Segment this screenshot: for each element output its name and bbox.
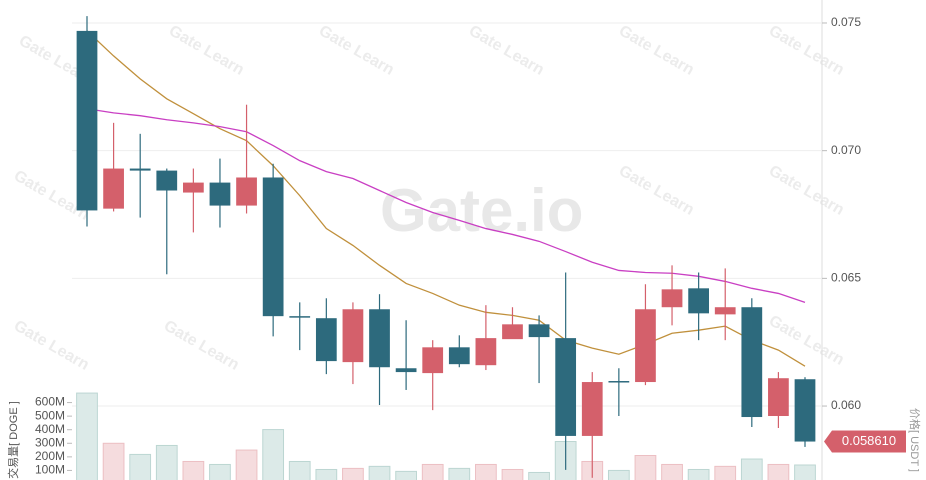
volume-bar (687, 468, 710, 480)
volume-bar (714, 465, 737, 480)
y-tick-label: 0.075 (831, 15, 861, 29)
volume-tick-label: 200M (35, 449, 65, 463)
candle-body (555, 338, 577, 436)
watermark: Gate Learn (766, 22, 847, 79)
candle-body (528, 324, 550, 338)
moving-average-line (86, 30, 806, 367)
candle-body (581, 382, 603, 436)
candle-body (502, 324, 523, 340)
volume-bar (155, 444, 178, 480)
moving-average-line (86, 108, 806, 303)
volume-bar (129, 453, 152, 480)
volume-bar (288, 460, 311, 480)
volume-bar (315, 468, 338, 480)
logo-watermark: Gate.io (380, 177, 583, 244)
price-axis-title: 价格[ USDT ] (908, 408, 922, 472)
volume-bar (767, 463, 790, 480)
watermark: Gate Learn (11, 317, 92, 374)
volume-tick-label: 400M (35, 422, 65, 436)
candle-body (422, 347, 444, 374)
volume-bar (448, 467, 471, 480)
volume-axis-title: 交易量[ DOGE ] (6, 401, 20, 479)
volume-bar (794, 464, 816, 480)
volume-bar (607, 469, 630, 480)
candle-body (768, 378, 789, 417)
watermark: Gate Learn (766, 312, 847, 369)
watermark: Gate Learn (766, 162, 847, 219)
candle-body (635, 309, 656, 383)
volume-bar (262, 429, 285, 480)
y-tick-label: 0.070 (831, 143, 861, 157)
candle-body (741, 307, 763, 418)
volume-bar (740, 458, 763, 480)
candle-body (369, 309, 390, 368)
watermark: Gate Learn (616, 162, 697, 219)
volume-bar (368, 465, 391, 480)
watermark: Gate Learn (166, 22, 247, 79)
volume-bar (76, 392, 98, 480)
volume-bar (342, 467, 364, 480)
candle-body (342, 309, 364, 363)
candle-body (76, 30, 98, 211)
current-price-label: 0.058610 (842, 433, 896, 448)
candle-body (315, 318, 337, 362)
candle-body (262, 177, 284, 317)
volume-bar (182, 460, 205, 480)
candle-body (156, 170, 178, 191)
volume-tick-label: 600M (35, 395, 65, 409)
y-tick-label: 0.065 (831, 271, 861, 285)
volume-tick-label: 300M (35, 435, 65, 449)
volume-bar (102, 442, 125, 480)
volume-tick-label: 500M (35, 408, 65, 422)
volume-bar (528, 471, 550, 480)
candle-body (103, 168, 124, 209)
current-price-marker (824, 430, 906, 453)
volume-bar (501, 468, 524, 480)
watermark: Gate Learn (161, 317, 242, 374)
candle-body (714, 307, 736, 315)
candle-body (608, 381, 630, 383)
candle-body (794, 379, 816, 442)
volume-tick-label: 100M (35, 463, 65, 477)
candle-body (688, 288, 710, 314)
candle-body (475, 338, 497, 366)
volume-bar (661, 463, 683, 480)
volume-bar (421, 463, 444, 480)
candle-body (182, 182, 204, 193)
watermark: Gate Learn (616, 22, 697, 79)
watermark: Gate Learn (466, 22, 547, 79)
volume-bar (475, 463, 497, 480)
candle-body (395, 368, 417, 373)
candle-body (209, 182, 231, 206)
volume-bar (395, 470, 417, 480)
volume-bar (235, 449, 258, 480)
candle-body (236, 177, 257, 206)
volume-bar (634, 455, 657, 480)
candle-body (661, 289, 683, 308)
y-tick-label: 0.060 (831, 398, 861, 412)
volume-bar (209, 463, 231, 480)
watermark: Gate Learn (316, 22, 397, 79)
candle-body (129, 168, 151, 171)
candle-body (448, 347, 470, 365)
candle-body (289, 316, 311, 318)
